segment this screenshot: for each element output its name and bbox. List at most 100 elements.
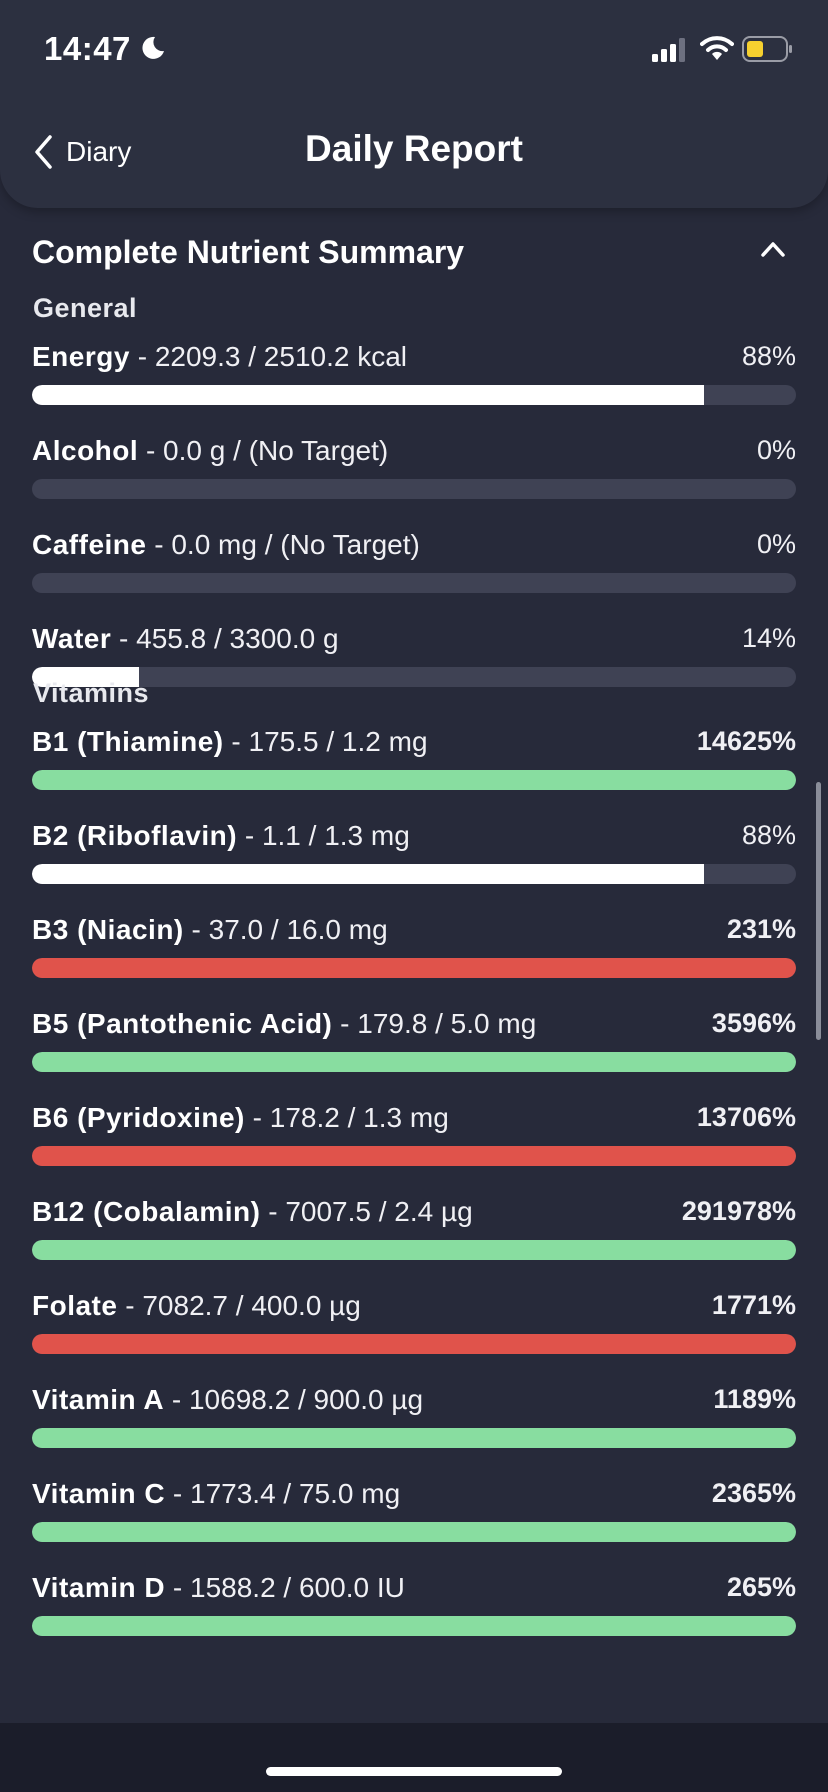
nutrient-row: B1 (Thiamine) - 175.5 / 1.2 mg 14625%: [32, 726, 796, 806]
nutrient-percent: 0%: [756, 435, 796, 465]
nutrient-label: B3 (Niacin) - 37.0 / 16.0 mg: [32, 914, 388, 946]
nutrient-label: B5 (Pantothenic Acid) - 179.8 / 5.0 mg: [32, 1008, 536, 1040]
nutrient-amount: - 2209.3 / 2510.2 kcal: [129, 341, 408, 372]
progress-fill: [32, 958, 796, 978]
nutrient-percent: 0%: [756, 529, 796, 559]
progress-fill: [32, 1616, 796, 1636]
nutrient-row: Vitamin C - 1773.4 / 75.0 mg 2365%: [32, 1478, 796, 1558]
nutrient-name: Vitamin A: [32, 1384, 165, 1415]
nutrient-summary-panel: Complete Nutrient Summary General Energy …: [0, 208, 828, 1723]
nutrient-percent: 13706%: [696, 1102, 796, 1132]
progress-fill: [32, 770, 796, 790]
nutrient-label: B2 (Riboflavin) - 1.1 / 1.3 mg: [32, 820, 410, 852]
home-indicator[interactable]: [266, 1767, 562, 1776]
nutrient-percent: 291978%: [681, 1196, 796, 1226]
progress-track: [32, 1240, 796, 1260]
progress-fill: [32, 1522, 796, 1542]
nutrient-percent: 2365%: [711, 1478, 796, 1508]
nutrient-row: Vitamin D - 1588.2 / 600.0 IU 265%: [32, 1572, 796, 1652]
progress-track: [32, 573, 796, 593]
chevron-up-icon[interactable]: [760, 238, 786, 260]
nutrient-row: Vitamin A - 10698.2 / 900.0 µg 1189%: [32, 1384, 796, 1464]
nutrient-percent: 14%: [741, 623, 796, 653]
nutrient-row: Alcohol - 0.0 g / (No Target) 0%: [32, 435, 796, 515]
nutrient-label: Alcohol - 0.0 g / (No Target): [32, 435, 388, 467]
progress-track: [32, 864, 796, 884]
progress-fill: [32, 1146, 796, 1166]
nutrient-amount: - 179.8 / 5.0 mg: [332, 1008, 537, 1039]
nutrient-row: B6 (Pyridoxine) - 178.2 / 1.3 mg 13706%: [32, 1102, 796, 1182]
status-time: 14:47: [44, 30, 131, 67]
progress-track: [32, 1146, 796, 1166]
nutrient-row: B12 (Cobalamin) - 7007.5 / 2.4 µg 291978%: [32, 1196, 796, 1276]
progress-track: [32, 1428, 796, 1448]
nutrient-label: B1 (Thiamine) - 175.5 / 1.2 mg: [32, 726, 428, 758]
nutrient-percent: 88%: [741, 341, 796, 371]
navigation-header: 14:47 Diary Daily Report: [0, 0, 828, 208]
nutrient-amount: - 1773.4 / 75.0 mg: [165, 1478, 401, 1509]
nutrient-label: Folate - 7082.7 / 400.0 µg: [32, 1290, 361, 1322]
progress-fill: [32, 1428, 796, 1448]
progress-fill: [32, 864, 705, 884]
nutrient-name: Vitamin D: [32, 1572, 166, 1603]
nutrient-amount: - 1588.2 / 600.0 IU: [165, 1572, 405, 1603]
nutrient-label: Vitamin D - 1588.2 / 600.0 IU: [32, 1572, 405, 1604]
nutrient-percent: 1771%: [711, 1290, 796, 1320]
nutrient-percent: 265%: [726, 1572, 796, 1602]
nutrient-amount: - 7007.5 / 2.4 µg: [260, 1196, 473, 1227]
group-label: Vitamins: [33, 678, 150, 708]
chevron-left-icon: [35, 135, 52, 169]
progress-fill: [32, 667, 139, 687]
nutrient-row: B3 (Niacin) - 37.0 / 16.0 mg 231%: [32, 914, 796, 994]
battery-icon: [742, 36, 792, 62]
nutrient-percent: 231%: [726, 914, 796, 944]
nutrient-name: B6 (Pyridoxine): [32, 1102, 245, 1133]
nutrient-name: Water: [32, 623, 112, 654]
nutrient-name: Folate: [32, 1290, 118, 1321]
nutrient-label: Vitamin A - 10698.2 / 900.0 µg: [32, 1384, 423, 1416]
nutrient-row: B5 (Pantothenic Acid) - 179.8 / 5.0 mg 35…: [32, 1008, 796, 1088]
nutrient-percent: 1189%: [713, 1384, 796, 1414]
nutrient-row: B2 (Riboflavin) - 1.1 / 1.3 mg 88%: [32, 820, 796, 900]
nutrient-row: Water - 455.8 / 3300.0 g 14%: [32, 623, 796, 703]
nutrient-row: Energy - 2209.3 / 2510.2 kcal 88%: [32, 341, 796, 421]
nutrient-percent: 88%: [741, 820, 796, 850]
page-title: Daily Report: [305, 128, 523, 169]
nutrient-amount: - 175.5 / 1.2 mg: [223, 726, 428, 757]
nutrient-amount: - 37.0 / 16.0 mg: [183, 914, 388, 945]
nutrient-amount: - 7082.7 / 400.0 µg: [117, 1290, 361, 1321]
progress-track: [32, 385, 796, 405]
nutrient-name: Alcohol: [32, 435, 139, 466]
section-title: Complete Nutrient Summary: [32, 234, 465, 270]
progress-track: [32, 1334, 796, 1354]
home-indicator-area: [0, 1723, 828, 1792]
back-button[interactable]: Diary: [32, 130, 131, 174]
progress-fill: [32, 1334, 796, 1354]
scrollbar[interactable]: [816, 782, 821, 1040]
nutrient-label: Energy - 2209.3 / 2510.2 kcal: [32, 341, 407, 373]
progress-track: [32, 958, 796, 978]
nutrient-name: Caffeine: [32, 529, 147, 560]
nutrient-name: Energy: [32, 341, 130, 372]
nutrient-name: B1 (Thiamine): [32, 726, 224, 757]
nutrient-label: B12 (Cobalamin) - 7007.5 / 2.4 µg: [32, 1196, 473, 1228]
progress-track: [32, 1052, 796, 1072]
group-label: General: [33, 293, 138, 323]
progress-fill: [32, 385, 705, 405]
nutrient-amount: - 178.2 / 1.3 mg: [244, 1102, 449, 1133]
progress-track: [32, 1616, 796, 1636]
nutrient-label: Vitamin C - 1773.4 / 75.0 mg: [32, 1478, 400, 1510]
wifi-icon: [700, 36, 734, 60]
nutrient-name: B5 (Pantothenic Acid): [32, 1008, 333, 1039]
nutrient-amount: - 10698.2 / 900.0 µg: [164, 1384, 424, 1415]
cellular-signal-icon: [652, 38, 685, 62]
back-label: Diary: [66, 136, 132, 167]
nutrient-amount: - 0.0 g / (No Target): [138, 435, 389, 466]
progress-track: [32, 667, 796, 687]
progress-fill: [32, 1240, 796, 1260]
nutrient-amount: - 455.8 / 3300.0 g: [111, 623, 339, 654]
nutrient-percent: 14625%: [696, 726, 796, 756]
nutrient-label: Caffeine - 0.0 mg / (No Target): [32, 529, 420, 561]
nutrient-name: B12 (Cobalamin): [32, 1196, 261, 1227]
nutrient-row: Caffeine - 0.0 mg / (No Target) 0%: [32, 529, 796, 609]
